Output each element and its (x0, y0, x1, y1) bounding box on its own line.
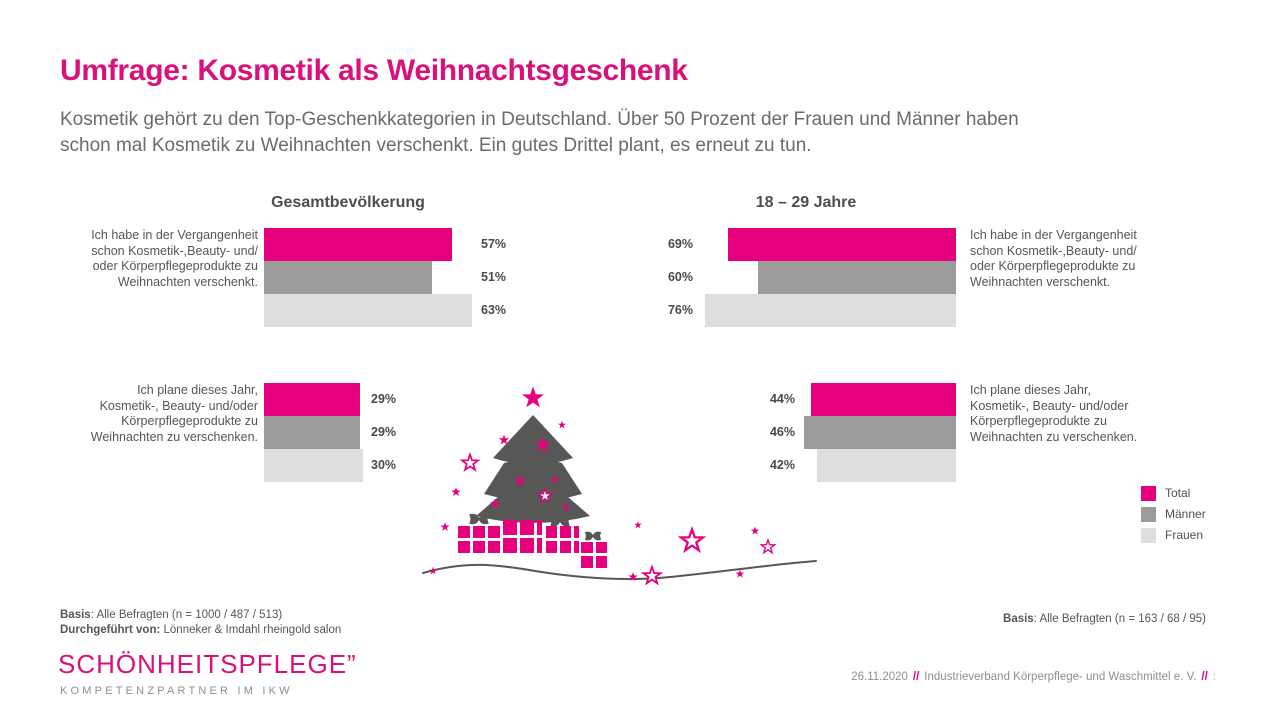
footnote-right: Basis: Alle Befragten (n = 163 / 68 / 95… (900, 612, 1206, 627)
legend-label-maenner: Männer (1165, 507, 1206, 521)
basis-right-text: : Alle Befragten (n = 163 / 68 / 95) (1033, 613, 1206, 625)
value-label: 46% (769, 425, 795, 439)
value-label: 44% (769, 392, 795, 406)
swoosh-line (422, 560, 817, 580)
bar-right-past-frauen (705, 294, 956, 327)
bar-left-plan-total (264, 383, 360, 416)
chart-title-18-29-jahre: 18 – 29 Jahre (755, 194, 857, 211)
bar-right-past-total (728, 228, 956, 261)
value-label: 63% (481, 303, 507, 317)
basis-left-text: : Alle Befragten (n = 1000 / 487 / 513) (90, 609, 283, 621)
gift-boxes-icon (458, 506, 607, 568)
conducted-by: Durchgeführt von: Lönneker & Imdahl rhei… (60, 623, 341, 638)
value-label: 42% (769, 458, 795, 472)
value-label: 51% (481, 270, 507, 284)
christmas-illustration (422, 386, 817, 585)
legend-swatch-frauen (1141, 528, 1156, 543)
question-plan-left: Ich plane dieses Jahr, Kosmetik-, Beauty… (90, 383, 258, 444)
basis-right-label: Basis (1003, 613, 1034, 625)
value-label: 76% (667, 303, 693, 317)
bar-left-past-maenner (264, 261, 432, 294)
value-label: 30% (371, 458, 397, 472)
legend-swatch-total (1141, 486, 1156, 501)
legend-item-maenner: Männer (1141, 507, 1206, 522)
bar-left-plan-maenner (264, 416, 360, 449)
bar-left-past-total (264, 228, 452, 261)
chart-title-gesamtbevoelkerung: Gesamtbevölkerung (271, 194, 425, 211)
conducted-by-label: Durchgeführt von: (60, 624, 161, 636)
basis-left: Basis: Alle Befragten (n = 1000 / 487 / … (60, 608, 341, 623)
footer-page-hint: : (1212, 671, 1216, 683)
page-title: Umfrage: Kosmetik als Weihnachtsgeschenk (60, 54, 688, 87)
legend-swatch-maenner (1141, 507, 1156, 522)
logo-schoenheitspflege: SCHÖNHEITSPFLEGE” (58, 649, 357, 679)
bar-right-plan-frauen (817, 449, 956, 482)
value-label: 29% (371, 392, 397, 406)
footnote-left: Basis: Alle Befragten (n = 1000 / 487 / … (60, 608, 341, 638)
page-subtitle: Kosmetik gehört zu den Top-Geschenkkateg… (60, 109, 1019, 156)
footer-meta: 26.11.2020 // Industrieverband Körperpfleg… (851, 671, 1216, 683)
question-plan-right: Ich plane dieses Jahr, Kosmetik-, Beauty… (970, 383, 1138, 444)
bar-left-past-frauen (264, 294, 472, 327)
bar-right-plan-maenner (804, 416, 956, 449)
basis-left-label: Basis (60, 609, 91, 621)
conducted-by-text: Lönneker & Imdahl rheingold salon (160, 624, 342, 636)
bar-right-past-maenner (758, 261, 956, 294)
value-label: 57% (481, 237, 507, 251)
question-past-right: Ich habe in der Vergangenheit schon Kosm… (970, 228, 1137, 289)
bar-right-plan-total (811, 383, 956, 416)
bar-left-plan-frauen (264, 449, 363, 482)
christmas-tree-icon (476, 415, 590, 523)
question-past-left: Ich habe in der Vergangenheit schon Kosm… (91, 228, 258, 289)
value-label: 29% (371, 425, 397, 439)
footer-separator: // (1201, 671, 1208, 683)
legend-label-frauen: Frauen (1165, 528, 1204, 542)
footer-separator: // (912, 671, 920, 683)
legend-item-frauen: Frauen (1141, 528, 1203, 543)
legend-item-total: Total (1141, 486, 1190, 501)
value-label: 60% (667, 270, 693, 284)
legend-label-total: Total (1165, 486, 1191, 500)
footer-date: 26.11.2020 (851, 671, 908, 683)
footer-org: Industrieverband Körperpflege- und Wasch… (924, 671, 1197, 683)
value-label: 69% (667, 237, 693, 251)
logo-tagline: KOMPETENZPARTNER IM IKW (60, 685, 293, 697)
